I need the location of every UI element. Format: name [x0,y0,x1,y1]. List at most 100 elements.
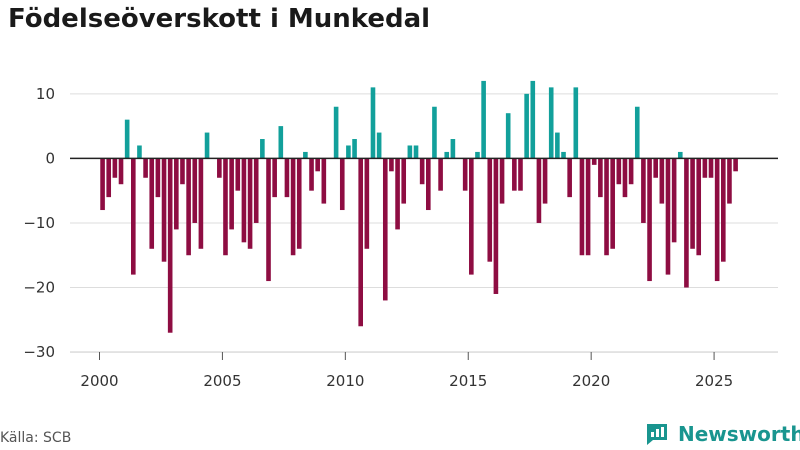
bar [438,158,443,191]
bar [444,151,450,159]
bar [542,158,548,204]
bar [339,158,345,211]
brand-name: Newsworthy [678,422,800,446]
x-tick-label: 2000 [80,372,118,390]
y-tick-label: −10 [23,214,55,232]
bar [315,158,320,172]
bar [493,158,499,294]
bar [118,158,124,185]
bar [309,158,314,191]
bar [573,87,579,159]
bar [426,158,431,211]
chart-title: Födelseöverskott i Munkedal [8,4,431,34]
bar [247,158,253,249]
bar [192,158,198,223]
bar [143,158,148,178]
bar [204,132,210,159]
bar [260,139,265,159]
bar [721,158,726,262]
bar [346,145,351,159]
bar [530,80,536,159]
x-tick-label: 2025 [695,372,733,390]
bar [370,87,376,159]
bar [161,158,167,262]
bar [296,158,302,249]
bar [536,158,542,223]
bar [499,158,505,204]
x-tick-label: 2005 [203,372,241,390]
bar [462,158,468,191]
bar [253,158,259,223]
bar [524,93,529,159]
bar [585,158,591,256]
brand-logo[interactable]: Newsworthy [644,420,800,448]
bar [677,151,683,159]
x-axis-ticks: 2000 2005 2010 2015 2020 2025 [70,351,778,390]
y-tick-label: −20 [23,279,55,297]
bar [167,158,173,333]
bar [352,139,357,159]
bar [481,80,486,159]
bar [727,158,732,204]
source-note: Källa: SCB [0,430,72,446]
bar [333,106,339,159]
bar [653,158,658,178]
bar [487,158,493,262]
bar [708,158,714,178]
bar [419,158,425,185]
bar [407,145,413,159]
bar [469,158,474,275]
bar [174,158,179,230]
bar [303,151,308,159]
bar [641,158,646,223]
bar [100,158,105,211]
bar [628,158,634,185]
y-tick-label: 10 [36,85,55,103]
bar [665,158,671,275]
bar [616,158,622,185]
bar [604,158,609,256]
bar [389,158,394,172]
bar [186,158,191,256]
bar [198,158,204,249]
bar [137,145,142,159]
x-tick-label: 2020 [572,372,610,390]
bar [124,119,130,159]
bar [364,158,370,249]
bar [518,158,523,191]
bar [561,151,566,159]
bar [567,158,572,198]
bar [413,145,419,159]
bar [690,158,695,249]
bar [131,158,136,275]
newsworthy-logo-icon [647,424,667,445]
bars [100,80,738,333]
bar [548,87,554,159]
bar [321,158,327,204]
bar [223,158,228,256]
bar [684,158,689,288]
bar [266,158,271,282]
bar [512,158,517,191]
bar [235,158,241,191]
bar [272,158,277,198]
bar [505,113,511,159]
bar [579,158,585,256]
bar [106,158,112,198]
bar [241,158,247,243]
bar [733,158,738,172]
bar [180,158,185,185]
bar [382,158,388,301]
bar [376,132,382,159]
bar [555,132,560,159]
bar [358,158,363,327]
bar [591,158,597,165]
bar [155,158,161,198]
bar [290,158,296,256]
bar [659,158,665,204]
bar [217,158,222,178]
bar [702,158,708,178]
bar [149,158,155,249]
bar [284,158,290,198]
